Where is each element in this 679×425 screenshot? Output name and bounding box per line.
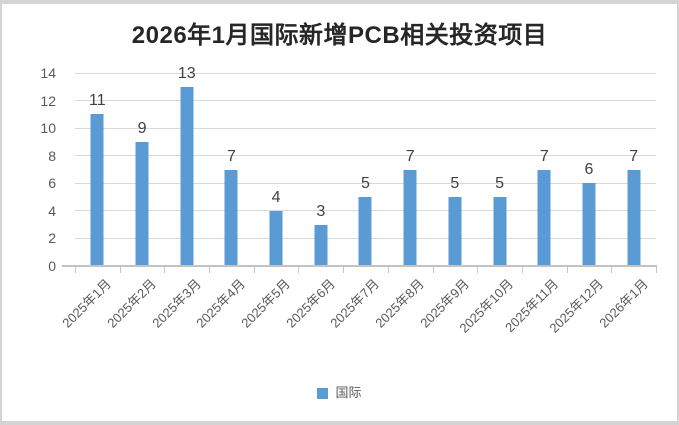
y-axis-tick-label: 10 <box>40 120 56 137</box>
axis-tick-mark <box>432 267 434 273</box>
legend-label: 国际 <box>335 385 362 400</box>
bars-layer: 11 9 13 7 4 3 5 7 5 5 7 6 7 <box>75 65 656 266</box>
bar <box>314 224 328 266</box>
y-axis-tick-label: 6 <box>48 175 56 192</box>
bar <box>224 169 238 266</box>
category-slot: 9 <box>120 73 165 266</box>
bar-value-label: 9 <box>137 119 147 137</box>
x-axis-tick-label: 2025年5月 <box>238 276 293 331</box>
bar <box>135 141 149 266</box>
bar <box>493 197 507 266</box>
axis-tick-mark <box>521 267 523 273</box>
axis-tick-mark <box>75 267 76 273</box>
bar-value-label: 7 <box>629 147 639 165</box>
bar <box>537 169 551 266</box>
category-slot: 5 <box>433 73 478 266</box>
axis-tick-mark <box>253 267 255 273</box>
axis-tick-mark <box>656 267 657 273</box>
bar-value-label: 6 <box>584 161 594 179</box>
y-axis-tick-label: 4 <box>48 202 56 219</box>
bar <box>582 183 596 266</box>
axis-tick-mark <box>611 267 613 273</box>
axis-tick-mark <box>298 267 300 273</box>
legend: 国际 <box>2 386 677 400</box>
category-slot: 5 <box>477 73 522 266</box>
axis-tick-mark <box>209 267 211 273</box>
category-slot: 7 <box>611 73 656 266</box>
gridline <box>75 155 656 157</box>
category-slot: 11 <box>75 73 120 266</box>
y-axis-tick-label: 0 <box>48 258 56 274</box>
bar <box>448 197 462 266</box>
bar-value-label: 7 <box>405 147 415 165</box>
gridline <box>75 182 656 184</box>
y-axis-tick-label: 12 <box>40 92 56 109</box>
bar-value-label: 7 <box>539 147 549 165</box>
bar-value-label: 3 <box>316 202 326 220</box>
category-slot: 13 <box>164 65 209 266</box>
category-slot: 7 <box>209 73 254 266</box>
y-axis-tick-label: 2 <box>48 230 56 247</box>
axis-tick-mark <box>566 267 568 273</box>
y-axis-tick-label: 8 <box>48 147 56 164</box>
gridline <box>75 100 656 102</box>
bar-value-label: 5 <box>495 175 505 193</box>
legend-swatch <box>317 387 329 399</box>
axis-tick-mark <box>119 267 121 273</box>
category-slot: 7 <box>522 73 567 266</box>
bar <box>269 210 283 266</box>
category-slot: 3 <box>298 73 343 266</box>
category-slot: 5 <box>343 73 388 266</box>
y-axis-tick-label: 14 <box>40 65 56 81</box>
category-slot: 7 <box>388 73 433 266</box>
bar <box>180 86 194 266</box>
x-axis-line <box>62 265 657 267</box>
gridline <box>75 72 656 74</box>
bar <box>627 169 641 266</box>
gridline <box>75 127 656 129</box>
bar <box>358 197 372 266</box>
bar-value-label: 13 <box>177 64 196 82</box>
y-axis-labels: 0 2 4 6 8 10 12 14 <box>2 4 58 421</box>
bar-value-label: 5 <box>361 175 370 193</box>
bar-value-label: 7 <box>226 147 236 165</box>
bar-value-label: 5 <box>450 175 460 193</box>
bar <box>403 169 417 266</box>
x-axis-labels: 2025年1月 2025年2月 2025年3月 2025年4月 2025年5月 2025年… <box>60 272 656 372</box>
category-slot: 6 <box>567 73 612 266</box>
bar <box>90 114 104 266</box>
x-axis-tick-label: 2025年8月 <box>372 276 427 331</box>
axis-tick-mark <box>343 267 345 273</box>
bar-value-label: 4 <box>271 188 281 206</box>
category-slot: 4 <box>254 73 299 266</box>
axis-tick-mark <box>387 267 389 273</box>
axis-tick-mark <box>477 267 479 273</box>
x-axis-ticks <box>75 267 657 273</box>
axis-tick-mark <box>164 267 166 273</box>
bar-value-label: 11 <box>89 92 106 110</box>
chart-title: 2026年1月国际新增PCB相关投资项目 <box>131 22 548 49</box>
